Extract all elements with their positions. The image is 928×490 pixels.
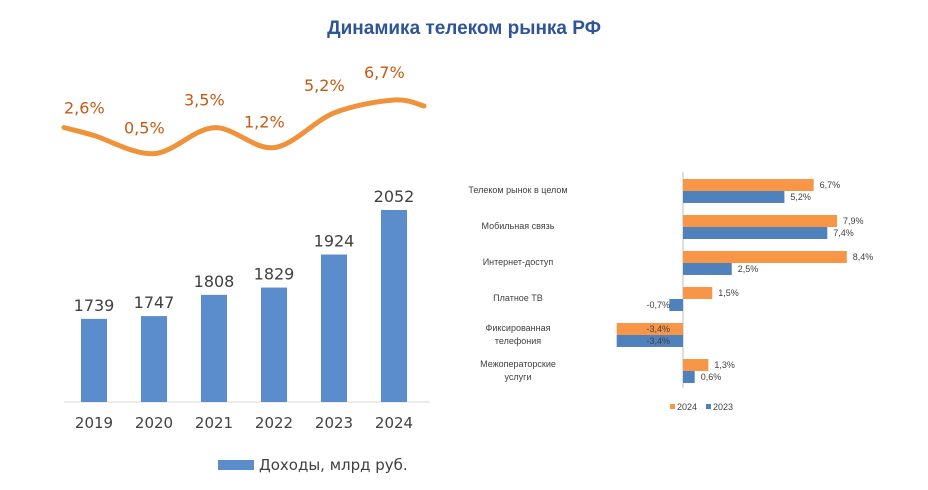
legend-label-2024: 2024 (677, 402, 697, 412)
segment-value-label: 7,4% (833, 228, 854, 238)
segment-value-label: 0,6% (701, 372, 722, 382)
growth-value-label: 5,2% (304, 76, 345, 95)
segment-bar-2023 (683, 227, 828, 239)
segment-label: Межоператорские (480, 359, 556, 369)
revenue-value-label: 1829 (254, 265, 295, 284)
legend-swatch-2023 (706, 404, 711, 409)
growth-value-label: 0,5% (124, 119, 165, 138)
segment-label: услуги (505, 372, 532, 382)
revenue-value-label: 1747 (134, 293, 175, 312)
revenue-value-label: 2052 (374, 187, 415, 206)
revenue-bar (141, 316, 167, 402)
x-tick-label: 2019 (75, 414, 113, 432)
segment-label: телефония (495, 336, 541, 346)
revenue-bar (81, 318, 107, 402)
legend-swatch-revenue (218, 460, 254, 470)
x-tick-label: 2020 (135, 414, 173, 432)
segment-value-label: -3,4% (646, 324, 670, 334)
segment-label: Фиксированная (486, 323, 551, 333)
chart-title: Динамика телеком рынка РФ (327, 18, 601, 39)
segment-bar-2023 (683, 263, 732, 275)
revenue-bar (321, 254, 347, 402)
revenue-bar (381, 210, 407, 402)
segment-value-label: 5,2% (790, 192, 811, 202)
revenue-bar (201, 294, 227, 402)
legend-label-revenue: Доходы, млрд руб. (259, 456, 408, 474)
x-tick-label: 2021 (195, 414, 233, 432)
revenue-value-label: 1924 (314, 232, 355, 251)
segment-value-label: 7,9% (843, 216, 864, 226)
revenue-value-label: 1739 (74, 296, 115, 315)
segment-label: Платное ТВ (493, 293, 543, 303)
growth-line (61, 97, 427, 157)
segment-bar-2024 (616, 323, 683, 335)
segment-bar-2024 (683, 215, 838, 227)
segment-value-label: -3,4% (646, 336, 670, 346)
segment-bar-2024 (683, 251, 847, 263)
growth-value-label: 2,6% (64, 98, 105, 117)
segment-value-label: 2,5% (738, 264, 759, 274)
x-tick-label: 2023 (315, 414, 353, 432)
segment-bar-2023 (683, 371, 695, 383)
segment-bar-2023 (616, 335, 683, 347)
legend-label-2023: 2023 (713, 402, 733, 412)
segment-bar-2024 (683, 287, 713, 299)
segment-bar-2023 (683, 191, 785, 203)
segment-label: Интернет-доступ (483, 257, 554, 267)
growth-value-label: 1,2% (244, 113, 285, 132)
legend-swatch-2024 (670, 404, 675, 409)
segment-value-label: 1,5% (718, 288, 739, 298)
segment-label: Телеком рынок в целом (468, 185, 567, 195)
revenue-value-label: 1808 (194, 272, 235, 291)
x-tick-label: 2024 (375, 414, 413, 432)
growth-value-label: 6,7% (364, 63, 405, 82)
segment-label: Мобильная связь (482, 221, 555, 231)
segment-bar-2023 (669, 299, 683, 311)
segment-value-label: -0,7% (646, 300, 670, 310)
revenue-bar (261, 287, 287, 402)
growth-value-label: 3,5% (184, 91, 225, 110)
segment-value-label: 8,4% (853, 252, 874, 262)
x-tick-label: 2022 (255, 414, 293, 432)
segment-value-label: 6,7% (820, 180, 841, 190)
segment-bar-2024 (683, 359, 709, 371)
segment-value-label: 1,3% (714, 360, 735, 370)
segment-bar-2024 (683, 179, 814, 191)
